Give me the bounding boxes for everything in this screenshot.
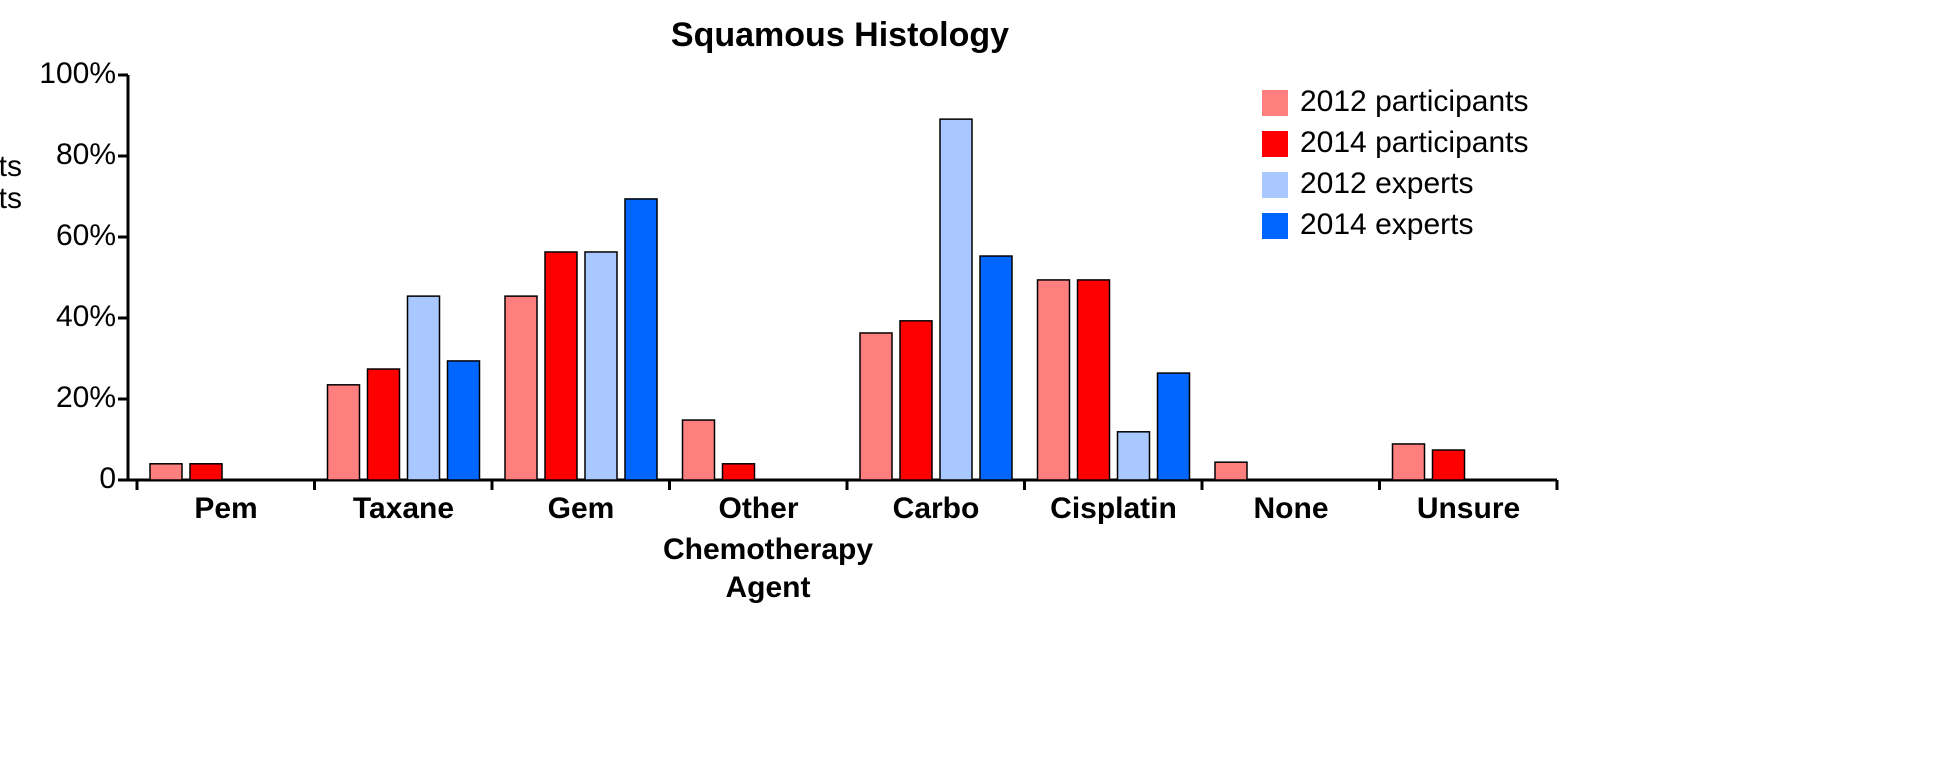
y-tick-label: 20%: [56, 381, 116, 414]
bar: [446, 360, 481, 481]
legend-label: 2012 participants: [1300, 85, 1529, 118]
y-tick-label: 40%: [56, 300, 116, 333]
bar: [1076, 279, 1111, 481]
y-tick-label: 100%: [39, 57, 116, 90]
legend-swatch: [1262, 131, 1288, 157]
bar: [939, 118, 973, 481]
x-axis-label: Chemotherapy Agent: [663, 533, 873, 604]
y-tick-label: 60%: [56, 219, 116, 252]
bar: [544, 251, 578, 481]
bar: [1036, 279, 1071, 481]
x-tick-label: Unsure: [1417, 492, 1520, 525]
bar: [326, 384, 361, 481]
bar: [584, 251, 618, 481]
legend-swatch: [1262, 172, 1288, 198]
x-tick-label: Pem: [194, 492, 257, 525]
bar: [366, 368, 401, 481]
bar: [899, 320, 933, 481]
bar: [979, 255, 1013, 481]
bar: [681, 419, 716, 481]
bar: [406, 295, 441, 481]
bar: [1391, 443, 1426, 481]
y-tick-label: 0: [99, 462, 116, 495]
y-axis-label: ts: [0, 150, 22, 183]
bar: [1116, 431, 1151, 481]
x-tick-label: Other: [718, 492, 798, 525]
x-tick-label: Carbo: [893, 492, 980, 525]
y-axis-label: ts: [0, 182, 22, 215]
bar: [859, 332, 893, 481]
x-tick-label: Gem: [548, 492, 615, 525]
bar: [1156, 372, 1191, 481]
legend-label: 2012 experts: [1300, 167, 1473, 200]
bar: [189, 463, 223, 481]
y-tick-label: 80%: [56, 138, 116, 171]
x-tick-label: Taxane: [353, 492, 454, 525]
bar: [721, 463, 756, 481]
legend-label: 2014 experts: [1300, 208, 1473, 241]
legend-label: 2014 participants: [1300, 126, 1529, 159]
x-tick-label: Cisplatin: [1050, 492, 1177, 525]
x-tick-label: None: [1254, 492, 1329, 525]
bar: [149, 463, 183, 481]
bar: [1214, 461, 1248, 481]
bar: [504, 295, 538, 481]
legend-swatch: [1262, 213, 1288, 239]
legend-swatch: [1262, 90, 1288, 116]
chart-title: Squamous Histology: [671, 16, 1009, 54]
bar: [624, 198, 658, 481]
bar: [1431, 449, 1466, 481]
